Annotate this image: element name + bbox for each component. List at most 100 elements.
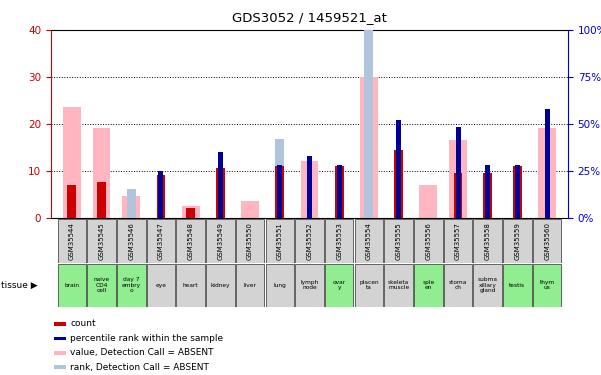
Text: ovar
y: ovar y [333, 280, 346, 290]
Bar [337, 165, 342, 218]
Bar [538, 128, 556, 217]
Text: lymph
node: lymph node [300, 280, 319, 290]
Bar [295, 264, 324, 307]
Bar [360, 77, 378, 218]
Bar [483, 173, 492, 217]
Text: tissue ▶: tissue ▶ [1, 280, 38, 290]
Bar [53, 336, 66, 340]
Text: GDS3052 / 1459521_at: GDS3052 / 1459521_at [232, 11, 387, 24]
Bar [503, 219, 532, 262]
Bar [275, 166, 284, 218]
Bar [177, 264, 205, 307]
Bar [241, 201, 259, 217]
Text: naive
CD4
cell: naive CD4 cell [94, 277, 109, 293]
Text: brain: brain [64, 283, 79, 288]
Bar [186, 208, 195, 218]
Bar [515, 165, 520, 218]
Text: value, Detection Call = ABSENT: value, Detection Call = ABSENT [70, 348, 214, 357]
Text: GSM35546: GSM35546 [128, 222, 134, 260]
Text: GSM35556: GSM35556 [426, 222, 432, 260]
Text: GSM35560: GSM35560 [544, 222, 550, 260]
Bar [449, 140, 467, 218]
Bar [355, 264, 383, 307]
Bar [474, 264, 502, 307]
Bar [394, 150, 403, 217]
Bar [206, 264, 234, 307]
Text: GSM35547: GSM35547 [158, 222, 164, 260]
Text: subma
xillary
gland: subma xillary gland [478, 277, 498, 293]
Bar [307, 156, 312, 218]
Text: kidney: kidney [210, 283, 230, 288]
Bar [335, 166, 344, 218]
Bar [216, 208, 225, 218]
Bar [58, 264, 86, 307]
Text: GSM35554: GSM35554 [366, 222, 372, 260]
Bar [206, 219, 234, 262]
Bar [533, 219, 561, 262]
Text: GSM35544: GSM35544 [69, 222, 75, 260]
Bar [147, 264, 175, 307]
Bar [218, 152, 223, 217]
Text: thym
us: thym us [540, 280, 555, 290]
Bar [127, 189, 136, 217]
Bar [53, 322, 66, 326]
Text: heart: heart [183, 283, 198, 288]
Bar [159, 171, 163, 217]
Text: rank, Detection Call = ABSENT: rank, Detection Call = ABSENT [70, 363, 209, 372]
Bar [216, 168, 225, 217]
Bar [93, 128, 111, 217]
Text: GSM35558: GSM35558 [485, 222, 491, 260]
Bar [97, 182, 106, 218]
Text: lung: lung [273, 283, 286, 288]
Text: GSM35557: GSM35557 [455, 222, 461, 260]
Text: placen
ta: placen ta [359, 280, 379, 290]
Bar [58, 219, 86, 262]
Bar [236, 219, 264, 262]
Bar [385, 264, 413, 307]
Bar [295, 219, 324, 262]
Bar [123, 196, 140, 217]
Text: GSM35553: GSM35553 [336, 222, 342, 260]
Text: GSM35545: GSM35545 [99, 222, 105, 260]
Bar [325, 219, 353, 262]
Bar [474, 219, 502, 262]
Bar [277, 165, 282, 218]
Bar [275, 139, 284, 218]
Text: testis: testis [510, 283, 525, 288]
Bar [63, 107, 81, 218]
Bar [454, 173, 463, 217]
Bar [355, 219, 383, 262]
Bar [117, 219, 145, 262]
Text: GSM35549: GSM35549 [218, 222, 224, 260]
Bar [182, 206, 200, 218]
Text: eye: eye [156, 283, 166, 288]
Text: GSM35551: GSM35551 [277, 222, 283, 260]
Bar [53, 351, 66, 354]
Bar [177, 219, 205, 262]
Bar [266, 219, 294, 262]
Text: count: count [70, 320, 96, 328]
Bar [117, 264, 145, 307]
Bar [385, 219, 413, 262]
Bar [236, 264, 264, 307]
Text: sple
en: sple en [423, 280, 435, 290]
Text: percentile rank within the sample: percentile rank within the sample [70, 334, 224, 343]
Text: GSM35559: GSM35559 [514, 222, 520, 260]
Bar [414, 219, 442, 262]
Text: day 7
embry
o: day 7 embry o [122, 277, 141, 293]
Bar [266, 264, 294, 307]
Bar [533, 264, 561, 307]
Bar [485, 165, 490, 218]
Bar [53, 365, 66, 369]
Text: skeleta
muscle: skeleta muscle [388, 280, 409, 290]
Text: GSM35550: GSM35550 [247, 222, 253, 260]
Bar [325, 264, 353, 307]
Bar [87, 264, 116, 307]
Text: stoma
ch: stoma ch [449, 280, 467, 290]
Text: GSM35548: GSM35548 [188, 222, 194, 260]
Bar [300, 161, 319, 218]
Bar [456, 128, 460, 218]
Bar [156, 176, 165, 217]
Text: GSM35555: GSM35555 [395, 222, 401, 260]
Bar [67, 185, 76, 218]
